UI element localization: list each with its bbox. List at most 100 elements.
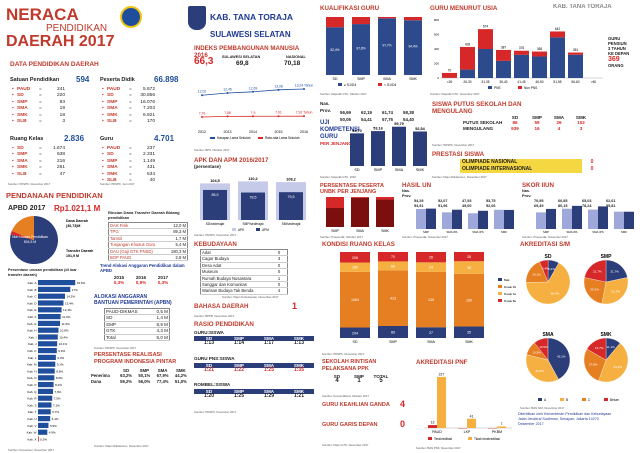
ipm-point [201, 94, 203, 97]
pendanaan-panel: PENDANAAN PENDIDIKAN APBD 2017 Rp1.021,1… [4, 190, 190, 453]
guru-bullet: ▪ [102, 146, 104, 151]
kebudayaan-row: Cagar Budaya 3 [200, 255, 288, 263]
akreditasi-pie-label: 10,5% [532, 351, 541, 355]
ppk-title2: PELAKSANA PPK [322, 366, 369, 372]
kondisi-bar [378, 270, 408, 327]
persen-cat-label: Kab. H [27, 329, 36, 333]
guru-label: Guru [100, 136, 114, 142]
kual-svg-bar [352, 24, 370, 75]
satuan-name: SLB [17, 119, 27, 125]
putus-header: SD [511, 115, 519, 120]
iiun-svg-bar [624, 211, 634, 229]
footer-text2: Jalan Jenderal Sudirman, Senayan, Jakart… [518, 417, 599, 421]
guru-name: SD [107, 152, 114, 158]
skor-iiun-chart: SMP SMA IPA SMA IPS SMK [536, 205, 634, 234]
rasio-value: 1:21 [293, 393, 304, 400]
skor-iiun-source: Sumber: Puspendik, November 2017 [522, 235, 568, 239]
unbk-svg-bar [326, 197, 344, 209]
peserta-name: SMK [107, 112, 118, 118]
ipm-legend-swatch [210, 137, 215, 139]
guru-row: ▪ SD = 2.331 [102, 152, 155, 158]
akreditasi-pie-slice [598, 342, 629, 383]
akreditasi-pie-slice [586, 337, 607, 361]
anggaran-table: 2015 2016 2017 0,3% 0,9% 0,3% [108, 275, 174, 286]
hun-svg-x-tick: SMP [423, 230, 429, 234]
kondisi-bar [340, 327, 370, 338]
akreditasi-pie-title: SMK [600, 332, 612, 338]
persen-cat-label: Kab. U [27, 417, 36, 421]
persen-bar [38, 320, 61, 326]
rasio-header: SMA [254, 336, 284, 342]
title-line1: NERACA [6, 5, 79, 24]
pnf-x-tick: PKBM [492, 430, 502, 434]
apk-x-tick: SD/sederajat [206, 222, 225, 226]
satuan-bullet: ▪ [12, 119, 14, 125]
persen-bar [38, 327, 59, 333]
kebudayaan-value: 0 [271, 262, 288, 270]
kual-svg-x-tick: SD [333, 77, 338, 81]
peserta-name: SLB [107, 119, 117, 125]
ruang-bullet: ▪ [12, 152, 14, 158]
usia-bar [532, 51, 547, 57]
usia-bar [514, 54, 529, 78]
ukg-title3: GURU [320, 134, 338, 140]
satuan-bullet: ▪ [12, 93, 14, 99]
satuan-list: ▪ PAUD = 241 ▪ SD = 220 ▪ SMP = 83 ▪ SMA = 19 ▪ SMK = 18 ▪ SL… [12, 87, 65, 125]
usia-legend-label: Non PNS [524, 86, 537, 90]
bantuan-name: GTK [104, 327, 145, 335]
guru-row: ▪ SMK = 534 [102, 172, 155, 178]
guru-name: SMA [107, 165, 118, 171]
prestasi-value: 0 [590, 159, 594, 165]
ipm-data-label: 7,9 [251, 111, 256, 115]
rasio-value: 1:22 [233, 367, 244, 374]
data-pendidikan-title-band [4, 60, 189, 67]
unbk-title1: PERSENTASE PESERTA [320, 183, 384, 189]
hasil-un-chart: SMP SMA IPA SMA IPS SMK [416, 208, 514, 234]
guru-bullet: ▪ [102, 178, 104, 184]
ukg-value: 54,40 [403, 117, 414, 122]
pns-table: SD SMP SMA SMK 1:21 1:22 1:25 1:35 [194, 363, 314, 374]
kebudayaan-name: Rumah Budaya Nusantara [200, 275, 271, 283]
kondisi-data-label: 413 [390, 297, 396, 301]
skor-iiun-value: 65,03 [582, 199, 592, 203]
satuan-bullet: ▪ [12, 87, 14, 92]
kual-svg-data-label: 97,7% [382, 44, 391, 48]
rasio-header: SD [194, 336, 224, 342]
rasio-header: SMA [254, 363, 284, 369]
persen-cat-label: Kab. I [29, 335, 37, 339]
hasil-un-value: 49,00 [462, 204, 472, 208]
pip-header: SMA [157, 368, 168, 373]
hun-svg-bar [452, 209, 462, 229]
skor-iiun-row1: 70,95 66,85 65,03 62,61 [534, 189, 630, 207]
rasio-value: 1:14 [233, 340, 244, 347]
putus-title2: MENGULANG [432, 108, 473, 115]
rasio-source: Sumber: PDSPK, November 2017 [194, 410, 237, 414]
putus-cell: 102 [577, 120, 585, 126]
kebudayaan-title: KEBUDAYAAN [194, 241, 237, 248]
unbk-svg-bar [351, 197, 369, 198]
skor-iiun-value: 69,49 [534, 204, 544, 208]
ppk-header: TOTAL [373, 374, 389, 379]
unbk-svg-x-tick: SMP [331, 229, 339, 233]
persen-value-label: 10,8% [60, 329, 69, 333]
persen-bar [38, 409, 51, 415]
putus-cell: 16 [534, 125, 540, 131]
persen-cat-label: Kab. V [27, 424, 36, 428]
akreditasi-pie-label: 42,1% [557, 355, 566, 359]
rincian-name: BOP PAUD [108, 254, 163, 262]
hun-svg-bar [416, 208, 426, 229]
province-name: SULAWESI SELATAN [210, 30, 291, 39]
usia-y-tick: 800 [434, 18, 439, 22]
iiun-svg-bar [546, 208, 556, 229]
hasil-un-panel: HASIL UN Nas. 54,29 52,07 47,93 53,75 Prov.… [400, 182, 520, 240]
satuan-bullet: ▪ [12, 112, 14, 118]
persen-cat-label: Kab. M [27, 363, 37, 367]
rincian-title: Rincian Dana Transfer Daerah Bidang pend… [108, 210, 180, 220]
kebudayaan-name: Adat [200, 249, 271, 257]
kual-svg-bar [378, 18, 396, 75]
hun-svg-bar [504, 209, 514, 229]
hasil-un-value: 54,29 [414, 199, 424, 203]
guru-siswa-label: GURU:SISWA [194, 330, 224, 335]
pnf-data-label: 227 [439, 372, 445, 376]
akreditasi-pie-slice [534, 337, 549, 361]
